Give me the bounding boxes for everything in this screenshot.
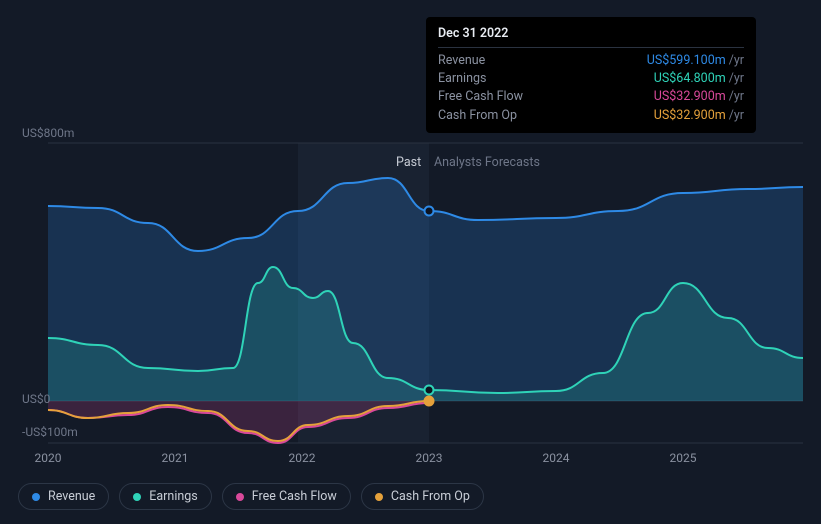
x-axis-label: 2020 bbox=[35, 451, 62, 465]
x-axis-label: 2022 bbox=[289, 451, 316, 465]
tooltip-row-label: Free Cash Flow bbox=[438, 88, 523, 106]
tooltip-row-label: Cash From Op bbox=[438, 107, 517, 125]
legend-item[interactable]: Cash From Op bbox=[361, 483, 484, 510]
x-axis-label: 2025 bbox=[670, 451, 697, 465]
legend-dot-icon bbox=[236, 493, 244, 501]
x-axis-label: 2023 bbox=[416, 451, 443, 465]
legend-item-label: Revenue bbox=[48, 489, 95, 504]
data-point-marker[interactable] bbox=[425, 386, 434, 395]
legend-item[interactable]: Revenue bbox=[18, 483, 109, 510]
data-point-marker[interactable] bbox=[425, 397, 434, 406]
tooltip-row-label: Earnings bbox=[438, 70, 486, 88]
past-label: Past bbox=[396, 155, 421, 170]
tooltip: Dec 31 2022 RevenueUS$599.100m/yrEarning… bbox=[426, 17, 756, 133]
legend-dot-icon bbox=[375, 493, 383, 501]
legend-item[interactable]: Free Cash Flow bbox=[222, 483, 351, 510]
tooltip-row: Cash From Op US$32.900m/yr bbox=[438, 107, 744, 125]
tooltip-row-value: US$599.100m/yr bbox=[647, 52, 744, 70]
x-axis-label: 2024 bbox=[543, 451, 570, 465]
legend-item-label: Cash From Op bbox=[391, 489, 470, 504]
tooltip-row: Earnings US$64.800m/yr bbox=[438, 70, 744, 88]
tooltip-row-value: US$64.800m/yr bbox=[654, 70, 744, 88]
legend: Revenue Earnings Free Cash Flow Cash From O… bbox=[18, 483, 484, 510]
tooltip-row-label: Revenue bbox=[438, 52, 485, 70]
y-axis-min-label: -US$100m bbox=[22, 425, 78, 439]
tooltip-row: Free Cash Flow US$32.900m/yr bbox=[438, 88, 744, 106]
legend-item[interactable]: Earnings bbox=[119, 483, 211, 510]
data-point-marker[interactable] bbox=[425, 207, 434, 216]
legend-dot-icon bbox=[133, 493, 141, 501]
legend-dot-icon bbox=[32, 493, 40, 501]
legend-item-label: Free Cash Flow bbox=[252, 489, 337, 504]
tooltip-row-value: US$32.900m/yr bbox=[654, 107, 744, 125]
tooltip-date: Dec 31 2022 bbox=[438, 25, 744, 48]
tooltip-row-value: US$32.900m/yr bbox=[654, 88, 744, 106]
forecast-label: Analysts Forecasts bbox=[434, 155, 540, 170]
x-axis-label: 2021 bbox=[162, 451, 189, 465]
legend-item-label: Earnings bbox=[149, 489, 197, 504]
y-axis-max-label: US$800m bbox=[22, 126, 74, 140]
y-axis-zero-label: US$0 bbox=[22, 392, 50, 406]
tooltip-row: Revenue US$599.100m/yr bbox=[438, 52, 744, 70]
